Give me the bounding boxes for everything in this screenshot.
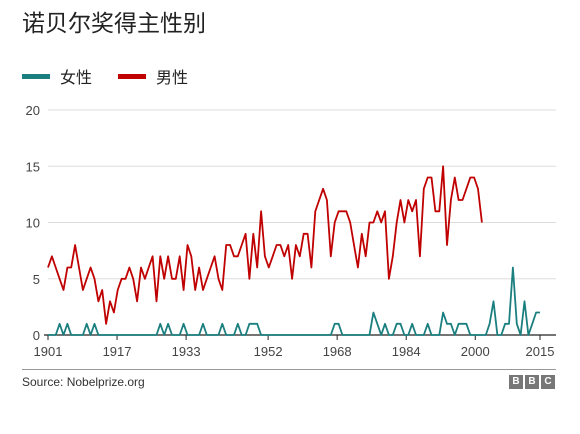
footer-divider [22, 369, 556, 370]
legend: 女性 男性 [22, 64, 214, 88]
bbc-logo-letter: B [509, 375, 523, 389]
y-tick-label: 5 [33, 272, 40, 287]
x-tick-label: 2015 [526, 344, 555, 359]
x-tick-label: 1952 [254, 344, 283, 359]
legend-item-male: 男性 [118, 64, 188, 88]
page-title: 诺贝尔奖得主性别 [22, 11, 206, 37]
legend-label-female: 女性 [60, 68, 93, 87]
bbc-logo: B B C [507, 375, 555, 389]
series-line-female [48, 266, 540, 336]
legend-swatch-male [118, 73, 147, 79]
y-tick-label: 15 [26, 159, 40, 174]
legend-swatch-female [22, 73, 50, 79]
x-tick-label: 1968 [323, 344, 352, 359]
x-tick-label: 1901 [34, 344, 63, 359]
bbc-logo-letter: B [525, 375, 539, 389]
x-tick-label: 1984 [392, 344, 421, 359]
x-tick-label: 2000 [461, 344, 490, 359]
legend-label-male: 男性 [156, 68, 189, 87]
bbc-logo-letter: C [541, 375, 555, 389]
x-tick-label: 1933 [172, 344, 201, 359]
x-tick-label: 1917 [103, 344, 132, 359]
legend-item-female: 女性 [22, 64, 92, 88]
y-tick-label: 10 [26, 216, 40, 231]
series-line-male [47, 165, 483, 325]
source-text: Source: Nobelprize.org [22, 375, 145, 389]
y-tick-label: 0 [33, 328, 40, 343]
y-tick-label: 20 [26, 103, 40, 118]
